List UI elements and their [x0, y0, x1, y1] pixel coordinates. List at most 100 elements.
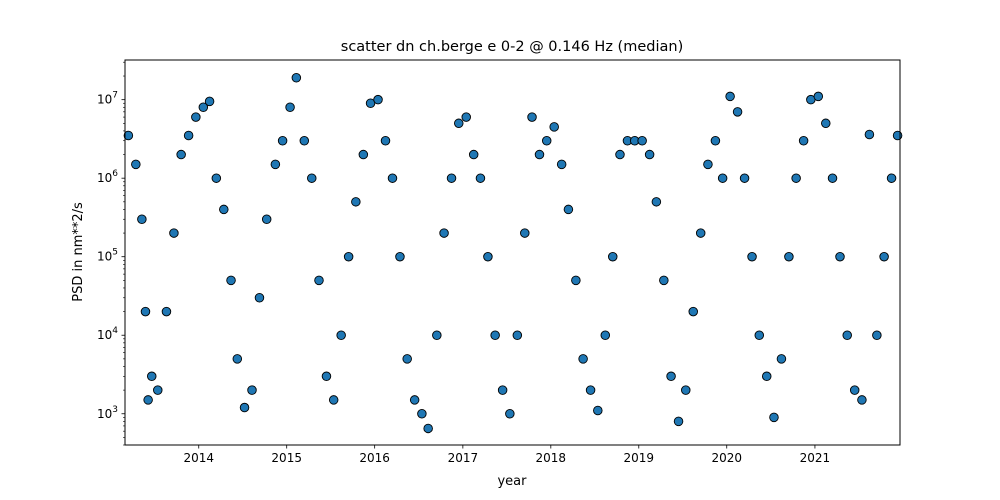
- scatter-point: [827, 173, 838, 183]
- scatter-point: [769, 412, 779, 423]
- scatter-point: [146, 371, 157, 382]
- y-axis: 103 104 105 106 107: [97, 61, 125, 446]
- scatter-point: [454, 118, 464, 129]
- y-tick-label: 104: [97, 326, 118, 342]
- x-tick-label: 2019: [624, 451, 655, 465]
- x-tick-label: 2014: [183, 451, 214, 465]
- x-tick-label: 2016: [359, 451, 390, 465]
- scatter-point: [556, 159, 567, 170]
- scatter-point: [739, 173, 750, 183]
- scatter-point: [520, 228, 530, 238]
- scatter-point: [432, 330, 442, 340]
- scatter-point: [717, 173, 728, 183]
- y-tick-label: 103: [97, 405, 118, 421]
- scatter-point: [123, 130, 134, 141]
- scatter-point: [285, 102, 295, 113]
- plot-area-frame: [124, 59, 901, 446]
- scatter-point: [183, 130, 194, 141]
- scatter-point: [358, 149, 369, 160]
- scatter-point: [747, 251, 757, 262]
- scatter-point: [153, 385, 163, 395]
- scatter-point: [314, 275, 324, 286]
- scatter-point: [395, 251, 405, 262]
- scatter-point: [710, 135, 721, 146]
- scatter-point: [585, 385, 596, 395]
- scatter-point: [219, 204, 229, 215]
- scatter-point: [776, 354, 787, 364]
- scatter-point: [879, 251, 889, 262]
- scatter-point: [651, 197, 662, 207]
- scatter-point: [254, 293, 265, 303]
- scatter-point: [608, 251, 618, 262]
- scatter-point: [328, 395, 339, 405]
- scatter-point: [512, 330, 523, 340]
- y-tick-label: 105: [97, 248, 118, 264]
- scatter-point: [161, 306, 172, 317]
- scatter-point: [351, 197, 361, 207]
- scatter-point: [600, 330, 611, 340]
- scatter-point: [549, 122, 559, 132]
- scatter-point: [813, 91, 824, 102]
- scatter-point: [446, 173, 457, 183]
- y-tick-label: 107: [97, 91, 118, 107]
- scatter-point: [475, 173, 486, 183]
- scatter-point: [307, 173, 317, 183]
- scatter-point: [798, 135, 809, 146]
- scatter-point: [593, 405, 603, 416]
- scatter-point: [211, 173, 222, 183]
- scatter-point: [373, 94, 383, 105]
- scatter-point: [703, 159, 713, 170]
- scatter-point: [821, 118, 831, 129]
- scatter-point: [439, 228, 449, 238]
- scatter-point: [204, 96, 215, 107]
- scatter-point: [681, 385, 691, 395]
- x-axis: 2014 2015 2016 2017 2018 2019 2020 2021: [183, 445, 830, 465]
- scatter-point: [497, 385, 508, 395]
- scatter-point: [864, 129, 875, 140]
- scatter-point: [143, 395, 153, 405]
- scatter-point: [534, 149, 545, 160]
- scatter-point: [578, 354, 588, 364]
- scatter-point: [784, 251, 794, 262]
- scatter-point: [842, 330, 852, 340]
- scatter-point: [505, 409, 515, 419]
- scatter-point: [835, 251, 845, 262]
- scatter-point: [247, 385, 257, 395]
- scatter-point: [872, 330, 882, 340]
- scatter-point: [886, 173, 897, 183]
- scatter-point: [732, 107, 743, 117]
- scatter-point: [387, 173, 398, 183]
- scatter-point: [365, 98, 376, 109]
- scatter-point: [402, 354, 412, 364]
- scatter-point: [483, 251, 493, 262]
- scatter-point: [644, 149, 655, 160]
- scatter-point: [725, 91, 735, 102]
- scatter-point: [226, 275, 236, 286]
- scatter-point: [695, 228, 706, 238]
- scatter-point: [137, 214, 147, 224]
- scatter-point: [239, 402, 250, 413]
- scatter-point: [857, 395, 867, 405]
- scatter-point: [261, 214, 272, 224]
- x-tick-label: 2021: [800, 451, 831, 465]
- scatter-point: [754, 330, 765, 340]
- scatter-point: [541, 135, 552, 146]
- chart-title: scatter dn ch.berge e 0-2 @ 0.146 Hz (me…: [341, 39, 683, 55]
- scatter-point: [343, 251, 354, 262]
- scatter-point: [291, 73, 302, 83]
- scatter-point: [527, 112, 537, 122]
- scatter-point: [461, 112, 471, 122]
- scatter-point: [666, 371, 676, 382]
- scatter-point: [299, 135, 310, 146]
- scatter-point: [336, 330, 346, 340]
- scatter-point: [321, 371, 332, 382]
- scatter-point: [637, 135, 647, 146]
- scatter-point: [673, 416, 684, 427]
- scatter-point: [659, 275, 669, 286]
- scatter-point: [571, 275, 581, 286]
- y-axis-label: PSD in nm**2/s: [71, 202, 86, 302]
- scatter-point: [380, 135, 391, 146]
- scatter-point: [892, 130, 903, 141]
- x-tick-label: 2018: [536, 451, 567, 465]
